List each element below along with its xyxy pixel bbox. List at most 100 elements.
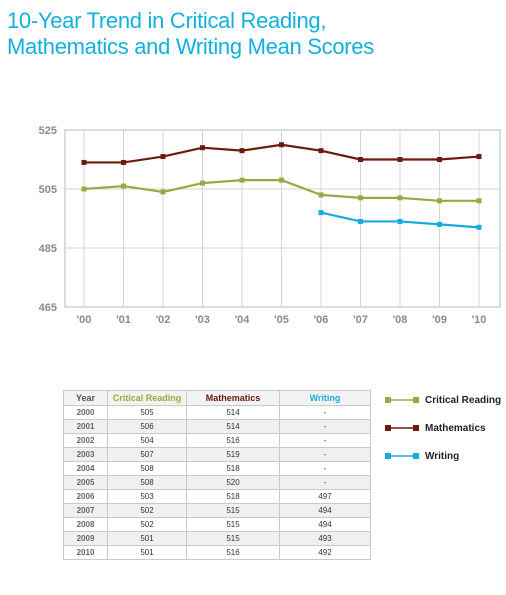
legend-label-writing: Writing <box>425 450 460 462</box>
legend-item-critical-reading: Critical Reading <box>385 386 501 414</box>
cell-writing: 492 <box>279 545 371 560</box>
x-tick-label: '07 <box>353 314 368 326</box>
table-row: 2001 506 514- <box>63 419 371 434</box>
x-tick-label: '01 <box>116 314 131 326</box>
data-point-critical-reading <box>239 177 245 183</box>
data-point-critical-reading <box>358 195 363 201</box>
cell-critical-reading: 505 <box>107 405 187 420</box>
x-tick-label: '09 <box>432 314 447 326</box>
cell-mathematics: 515 <box>186 517 280 532</box>
data-point-mathematics <box>358 157 363 162</box>
data-point-mathematics <box>239 148 245 154</box>
table-row: 2008 502 515 494 <box>63 517 371 532</box>
cell-critical-reading: 506 <box>107 419 187 434</box>
table-row: 2006 503 518 497 <box>63 489 371 504</box>
legend-marker-critical-reading <box>385 397 419 403</box>
cell-mathematics: 519 <box>186 447 280 462</box>
plot-area <box>64 129 501 308</box>
scores-table: Year Critical Reading Mathematics Writin… <box>63 390 371 560</box>
cell-writing: 494 <box>279 517 371 532</box>
data-point-mathematics <box>476 154 482 160</box>
cell-critical-reading: 502 <box>107 503 187 518</box>
title-line-1: 10-Year Trend in Critical Reading, <box>7 8 327 33</box>
cell-year: 2001 <box>63 419 108 434</box>
cell-critical-reading: 501 <box>107 545 187 560</box>
x-tick-label: '03 <box>195 314 210 326</box>
cell-year: 2006 <box>63 489 108 504</box>
cell-mathematics: 515 <box>186 531 280 546</box>
data-point-writing <box>397 218 403 224</box>
y-tick-label: 525 <box>39 125 57 137</box>
cell-mathematics: 518 <box>186 461 280 476</box>
cell-writing: 494 <box>279 503 371 518</box>
x-tick-label: '10 <box>472 314 487 326</box>
data-point-critical-reading <box>279 177 284 183</box>
cell-mathematics: 518 <box>186 489 280 504</box>
cell-mathematics: 514 <box>186 419 280 434</box>
table-row: 2002 504 516- <box>63 433 371 448</box>
header-year: Year <box>63 390 108 406</box>
chart-title: 10-Year Trend in Critical Reading, Mathe… <box>7 8 502 60</box>
cell-mathematics: 516 <box>186 433 280 448</box>
cell-year: 2008 <box>63 517 108 532</box>
cell-year: 2009 <box>63 531 108 546</box>
table-row: 2007 502 515 494 <box>63 503 371 518</box>
table-row: 2003 507 519- <box>63 447 371 462</box>
cell-writing: - <box>279 433 371 448</box>
cell-mathematics: 516 <box>186 545 280 560</box>
table-row: 2004 508 518- <box>63 461 371 476</box>
y-tick-label: 465 <box>39 302 57 314</box>
header-critical-reading: Critical Reading <box>107 390 187 406</box>
cell-mathematics: 520 <box>186 475 280 490</box>
line-chart: 465 485 505 525 '00 '01 '02 '03 '04 '05 '06 '07 '08 '… <box>39 125 501 326</box>
y-tick-label: 505 <box>39 184 57 196</box>
cell-year: 2000 <box>63 405 108 420</box>
data-point-mathematics <box>121 159 126 165</box>
legend-marker-mathematics <box>385 425 419 431</box>
data-point-mathematics <box>397 157 403 162</box>
data-point-critical-reading <box>121 183 126 189</box>
table-row: 2005 508 520- <box>63 475 371 490</box>
cell-year: 2002 <box>63 433 108 448</box>
cell-writing: - <box>279 475 371 490</box>
cell-year: 2003 <box>63 447 108 462</box>
x-tick-label: '04 <box>235 314 251 326</box>
data-point-critical-reading <box>160 189 166 195</box>
cell-critical-reading: 507 <box>107 447 187 462</box>
cell-year: 2007 <box>63 503 108 518</box>
header-writing: Writing <box>279 390 371 406</box>
cell-writing: - <box>279 447 371 462</box>
data-point-critical-reading <box>437 198 442 204</box>
data-point-mathematics <box>318 148 324 154</box>
data-point-writing <box>476 224 482 230</box>
legend-label-mathematics: Mathematics <box>425 422 486 434</box>
cell-year: 2005 <box>63 475 108 490</box>
cell-year: 2004 <box>63 461 108 476</box>
cell-writing: 497 <box>279 489 371 504</box>
x-tick-label: '05 <box>274 314 289 326</box>
x-tick-label: '06 <box>314 314 329 326</box>
data-point-critical-reading <box>318 192 324 198</box>
cell-critical-reading: 503 <box>107 489 187 504</box>
data-point-mathematics <box>279 142 284 148</box>
y-tick-label: 485 <box>39 243 57 255</box>
cell-critical-reading: 504 <box>107 433 187 448</box>
data-point-writing <box>437 221 442 227</box>
cell-year: 2010 <box>63 545 108 560</box>
cell-writing: - <box>279 405 371 420</box>
legend-item-mathematics: Mathematics <box>385 414 501 442</box>
table-row: 2000 505 514- <box>63 405 371 420</box>
table-header-row: Year Critical Reading Mathematics Writin… <box>63 390 371 406</box>
data-point-critical-reading <box>200 180 205 186</box>
data-point-writing <box>358 218 363 224</box>
header-mathematics: Mathematics <box>186 390 280 406</box>
cell-mathematics: 514 <box>186 405 280 420</box>
data-point-writing <box>318 210 324 216</box>
cell-critical-reading: 508 <box>107 475 187 490</box>
data-point-mathematics <box>200 145 205 151</box>
x-tick-label: '08 <box>393 314 408 326</box>
data-point-critical-reading <box>476 198 482 204</box>
cell-critical-reading: 502 <box>107 517 187 532</box>
cell-writing: - <box>279 419 371 434</box>
data-point-mathematics <box>437 157 442 162</box>
